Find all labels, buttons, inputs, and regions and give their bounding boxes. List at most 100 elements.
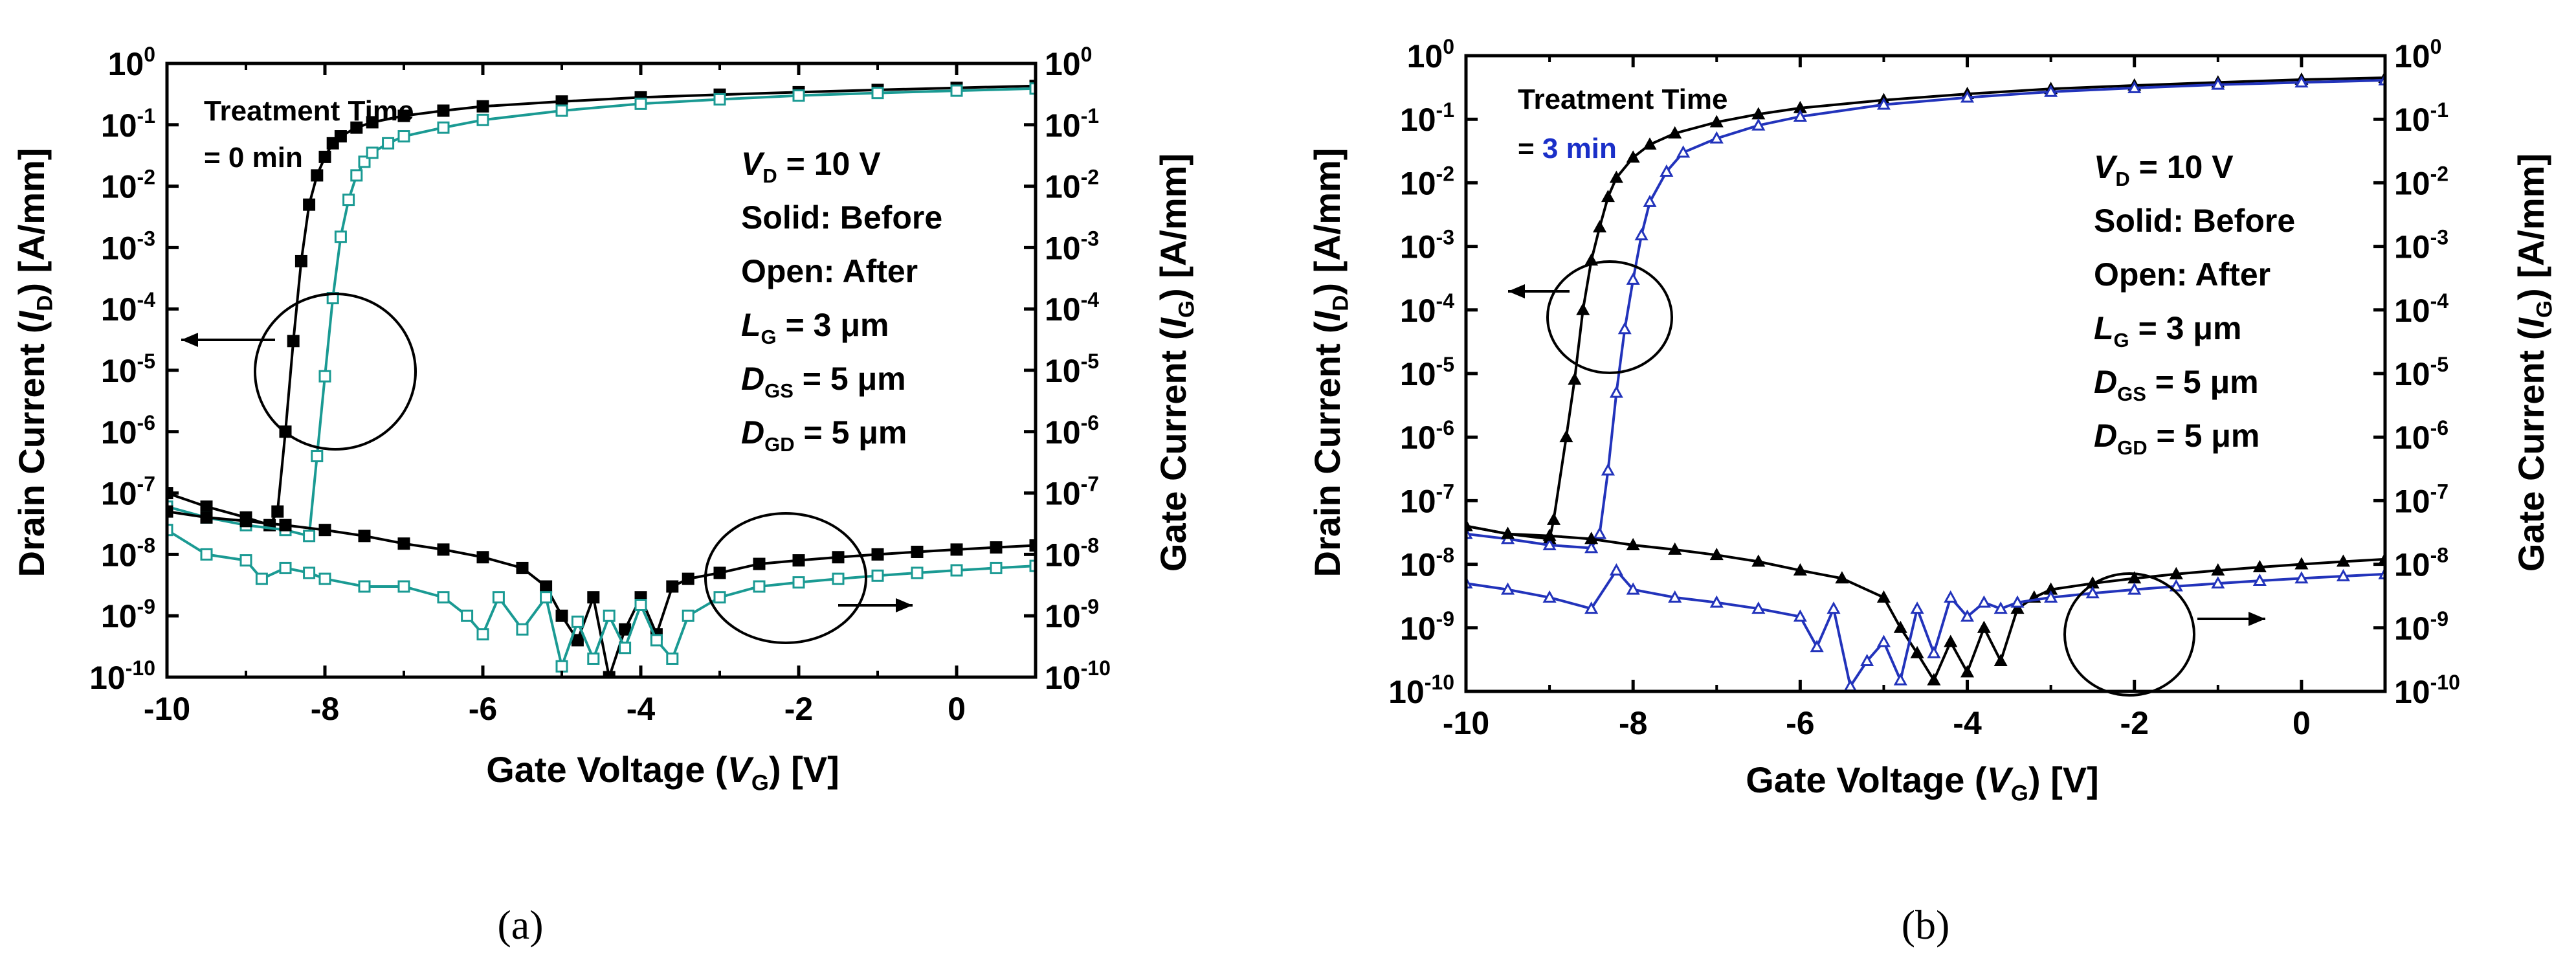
y-tick-label-left: 10-2 bbox=[101, 166, 155, 205]
data-point bbox=[318, 524, 331, 537]
data-point bbox=[2085, 586, 2100, 599]
data-point bbox=[1029, 539, 1036, 552]
data-point bbox=[1709, 131, 1724, 144]
data-point bbox=[2211, 563, 2225, 576]
data-point bbox=[1977, 595, 1991, 608]
y-tick-label-right: 10-9 bbox=[1045, 595, 1099, 634]
data-point bbox=[1029, 559, 1036, 572]
data-point bbox=[2294, 557, 2309, 570]
series-before-ig bbox=[167, 505, 1036, 677]
data-point bbox=[1029, 82, 1036, 95]
data-point bbox=[1500, 526, 1515, 539]
condition-line: Open: After bbox=[2094, 256, 2271, 293]
y-tick-label-right: 10-6 bbox=[1045, 411, 1099, 451]
data-point bbox=[1584, 541, 1599, 554]
data-point bbox=[271, 505, 284, 518]
data-point bbox=[1584, 601, 1599, 614]
condition-line: LG = 3 μm bbox=[741, 307, 889, 348]
data-point bbox=[713, 93, 726, 106]
data-point bbox=[1893, 620, 1907, 633]
data-point bbox=[603, 671, 616, 677]
data-point bbox=[516, 623, 529, 636]
data-point bbox=[1860, 654, 1874, 667]
data-point bbox=[167, 505, 173, 518]
y-axis-label-left: Drain Current (ID) [A/mm] bbox=[11, 148, 57, 577]
data-point bbox=[1592, 219, 1607, 232]
highlight-circle bbox=[1546, 260, 1673, 374]
data-point bbox=[2252, 560, 2267, 572]
data-point bbox=[1584, 531, 1599, 544]
data-point bbox=[1751, 554, 1766, 567]
data-point bbox=[1643, 137, 1657, 150]
data-point bbox=[1876, 634, 1891, 647]
data-point bbox=[397, 109, 410, 122]
data-point bbox=[2127, 582, 2142, 595]
y-tick-label-right: 10-3 bbox=[1045, 227, 1099, 266]
data-point bbox=[1626, 150, 1640, 163]
y-tick-label-right: 10-2 bbox=[2394, 162, 2448, 201]
x-tick-label: -2 bbox=[2120, 705, 2148, 741]
series-layer bbox=[1466, 70, 2385, 691]
condition-line: DGS = 5 μm bbox=[2094, 364, 2259, 405]
data-point bbox=[871, 87, 884, 100]
data-point bbox=[1993, 601, 2008, 614]
data-point bbox=[1751, 601, 1766, 614]
data-point bbox=[832, 551, 845, 564]
y-tick-label-right: 10-4 bbox=[2394, 289, 2448, 329]
series-line bbox=[167, 510, 1036, 677]
data-point bbox=[555, 660, 568, 673]
data-point bbox=[1927, 673, 1941, 686]
condition-line: VD = 10 V bbox=[741, 146, 881, 187]
condition-line: Solid: Before bbox=[2094, 203, 2295, 239]
data-point bbox=[303, 566, 316, 579]
treatment-value: = 3 min bbox=[1518, 133, 1617, 164]
y-tick-label-left: 10-8 bbox=[1400, 544, 1454, 583]
y-tick-label-right: 10-2 bbox=[1045, 166, 1099, 205]
y-tick-label-right: 10-5 bbox=[1045, 350, 1099, 389]
data-point bbox=[871, 548, 884, 561]
data-point bbox=[619, 623, 632, 636]
data-point bbox=[990, 561, 1003, 574]
data-point bbox=[476, 628, 489, 641]
y-tick-label-left: 10-4 bbox=[1400, 289, 1454, 329]
data-point bbox=[1709, 115, 1724, 128]
data-point bbox=[2010, 595, 2025, 608]
y-tick-label-left: 100 bbox=[1407, 35, 1454, 74]
x-tick-label: -10 bbox=[144, 691, 190, 727]
data-point bbox=[666, 580, 679, 593]
y-tick-label-right: 10-10 bbox=[2394, 671, 2460, 710]
data-point bbox=[634, 97, 647, 110]
data-point bbox=[1609, 170, 1623, 183]
data-point bbox=[792, 89, 805, 102]
y-tick-label-right: 10-5 bbox=[2394, 353, 2448, 392]
condition-line: DGS = 5 μm bbox=[741, 361, 906, 402]
y-tick-label-right: 100 bbox=[1045, 43, 1092, 82]
data-point bbox=[279, 561, 292, 574]
data-point bbox=[1626, 537, 1640, 550]
series-line bbox=[167, 528, 1036, 671]
data-point bbox=[516, 561, 529, 574]
y-tick-label-left: 10-10 bbox=[1388, 671, 1454, 710]
panel-caption: (a) bbox=[497, 902, 543, 948]
y-tick-label-left: 10-9 bbox=[1400, 607, 1454, 647]
data-point bbox=[682, 609, 694, 622]
x-axis-label: Gate Voltage (VG) [V] bbox=[1746, 759, 2099, 805]
data-point bbox=[303, 198, 316, 211]
data-point bbox=[167, 524, 173, 537]
data-point bbox=[350, 169, 363, 182]
y-tick-label-right: 10-1 bbox=[1045, 104, 1099, 144]
data-point bbox=[753, 580, 766, 593]
data-point bbox=[311, 169, 324, 182]
data-point bbox=[2294, 571, 2309, 584]
data-point bbox=[871, 569, 884, 582]
data-point bbox=[366, 146, 379, 159]
y-tick-label-right: 10-8 bbox=[2394, 544, 2448, 583]
y-tick-label-right: 10-7 bbox=[2394, 480, 2448, 519]
data-point bbox=[753, 557, 766, 570]
data-point bbox=[1977, 620, 1991, 633]
data-point bbox=[311, 450, 324, 463]
data-point bbox=[571, 615, 584, 628]
data-point bbox=[950, 564, 963, 577]
data-point bbox=[437, 543, 450, 556]
